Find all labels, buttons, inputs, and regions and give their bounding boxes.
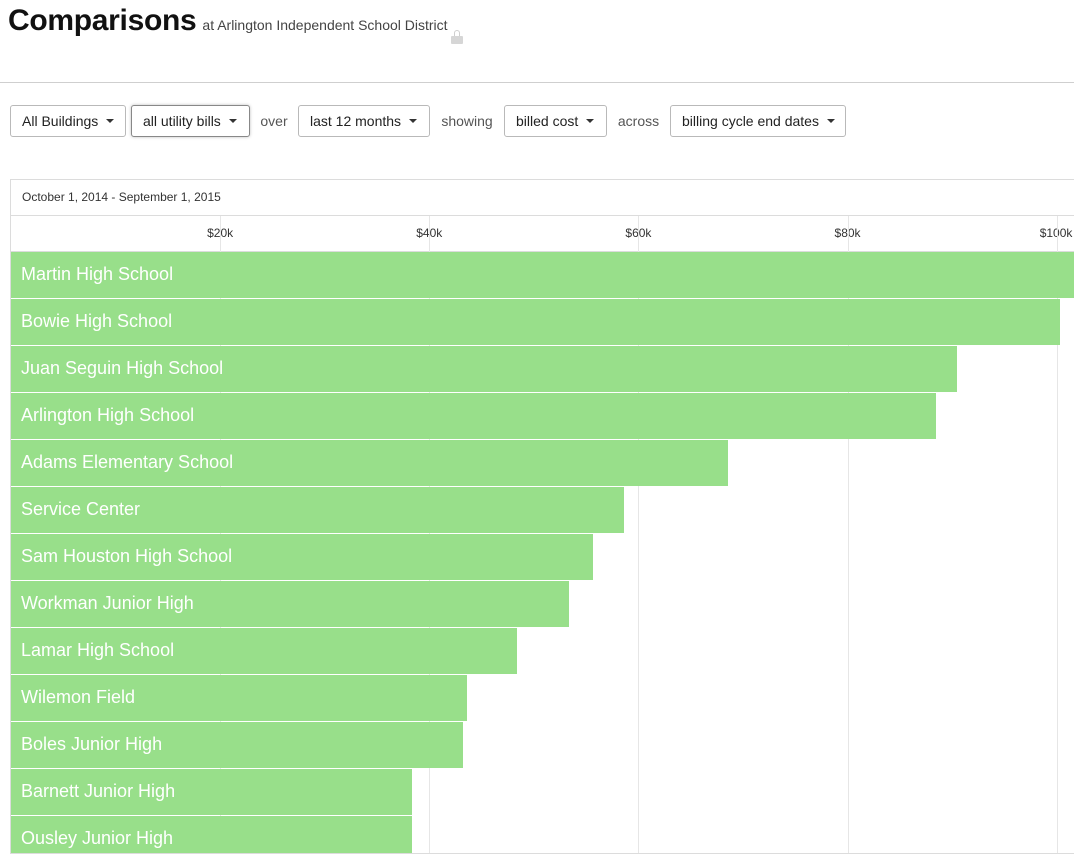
bar[interactable]: Bowie High School [11,299,1060,345]
caret-down-icon [228,119,237,123]
showing-text: showing [441,113,493,129]
bar-label: Lamar High School [21,640,175,660]
bar-label: Barnett Junior High [21,781,176,801]
caret-down-icon [826,119,835,123]
bar-label: Boles Junior High [21,734,163,754]
header-divider [0,82,1074,83]
bar[interactable]: Lamar High School [11,628,518,674]
bar-label: Adams Elementary School [21,452,234,472]
bar-label: Workman Junior High [21,593,194,613]
x-tick-label: $100k [1040,226,1073,240]
bar-label: Ousley Junior High [21,828,174,848]
page-header: Comparisons at Arlington Independent Scho… [8,4,448,54]
dates-dropdown-label: billing cycle end dates [682,113,819,129]
period-dropdown-label: last 12 months [310,113,402,129]
filter-bar: All Buildings all utility bills over las… [10,104,846,138]
buildings-dropdown-label: All Buildings [22,113,99,129]
caret-down-icon [409,119,418,123]
bar[interactable]: Adams Elementary School [11,440,729,486]
page-title: Comparisons [8,4,197,37]
grid-line [1056,216,1058,853]
bar-label: Juan Seguin High School [21,358,224,378]
grid-line [638,216,640,853]
bar[interactable]: Sam Houston High School [11,534,594,580]
x-axis: $20k$40k$60k$80k$100k [11,216,1074,252]
across-text: across [617,113,660,129]
bar-label: Service Center [21,499,141,519]
bar[interactable]: Workman Junior High [11,581,570,627]
bar[interactable]: Service Center [11,487,624,533]
buildings-dropdown[interactable]: All Buildings [10,105,126,137]
period-dropdown[interactable]: last 12 months [298,105,430,137]
metric-dropdown-label: billed cost [516,113,579,129]
bar-label: Martin High School [21,264,174,284]
chart-range-row: October 1, 2014 - September 1, 2015 [11,180,1074,216]
grid-line [847,216,849,853]
over-text: over [260,113,288,129]
bar[interactable]: Ousley Junior High [11,816,412,853]
bar-label: Arlington High School [21,405,195,425]
bar[interactable]: Boles Junior High [11,722,463,768]
bar[interactable]: Arlington High School [11,393,937,439]
bar-label: Wilemon Field [21,687,136,707]
organization-subtitle: at Arlington Independent School District [202,17,448,33]
dates-dropdown[interactable]: billing cycle end dates [670,105,846,137]
bar[interactable]: Juan Seguin High School [11,346,958,392]
metric-dropdown[interactable]: billed cost [504,105,607,137]
bills-dropdown[interactable]: all utility bills [131,105,250,137]
caret-down-icon [586,119,595,123]
bills-dropdown-label: all utility bills [143,113,221,129]
caret-down-icon [106,119,115,123]
bar-label: Sam Houston High School [21,546,233,566]
lock-icon [451,30,463,44]
bar[interactable]: Barnett Junior High [11,769,412,815]
bar[interactable]: Wilemon Field [11,675,467,721]
bar[interactable]: Martin High School [11,252,1074,298]
comparison-chart: October 1, 2014 - September 1, 2015 $20k… [10,179,1074,854]
bar-label: Bowie High School [21,311,173,331]
chart-date-range: October 1, 2014 - September 1, 2015 [22,190,221,204]
